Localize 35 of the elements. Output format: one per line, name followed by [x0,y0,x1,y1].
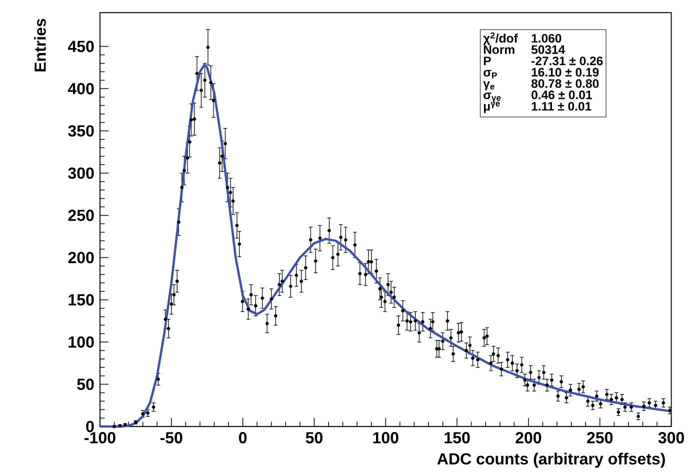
annotation: μ$^{γe}$ [484,102,500,113]
x-tick-label: -50 [160,432,182,444]
annotation: σ$_{P}$ [484,70,497,78]
x-tick-label: 0 [238,432,247,444]
annotation: γ$_{e}$ [483,81,494,90]
x-tick-label: 250 [587,432,613,444]
annotation: 0.46 ± 0.01 [532,90,592,100]
annotation: Norm [484,45,514,54]
x-tick-label: 200 [516,432,542,444]
x-tick-label: 100 [373,432,398,444]
annotation: χ$^{2}$/dof [483,32,518,46]
annotation: 16.10 ± 0.19 [532,68,599,77]
y-tick-label: 400 [68,82,94,94]
y-tick-label: 200 [68,252,94,264]
y-tick-label: 100 [68,336,94,348]
annotation: P [484,56,491,66]
y-axis-title: Entries [34,18,46,72]
y-tick-label: 450 [68,40,94,52]
annotation: σ$_{γe}$ [484,92,501,103]
x-axis-title: ADC counts (arbitrary offsets) [437,452,665,468]
annotation: 50314 [531,45,566,54]
x-tick-label: 50 [306,432,322,444]
annotation: 80.78 ± 0.80 [531,79,599,88]
y-tick-label: 150 [68,294,94,306]
x-tick-label: 300 [658,432,684,444]
y-tick-label: 0 [86,420,94,432]
x-tick-label: -100 [84,432,116,444]
y-tick-label: 350 [68,125,94,137]
y-tick-label: 250 [68,210,94,222]
y-tick-label: 300 [68,167,94,179]
annotation: 1.060 [532,34,562,43]
y-tick-label: 50 [77,378,94,390]
annotation: 1.11 ± 0.01 [532,102,592,111]
x-tick-label: 150 [444,432,470,444]
annotation: -27.31 ± 0.26 [532,56,603,66]
